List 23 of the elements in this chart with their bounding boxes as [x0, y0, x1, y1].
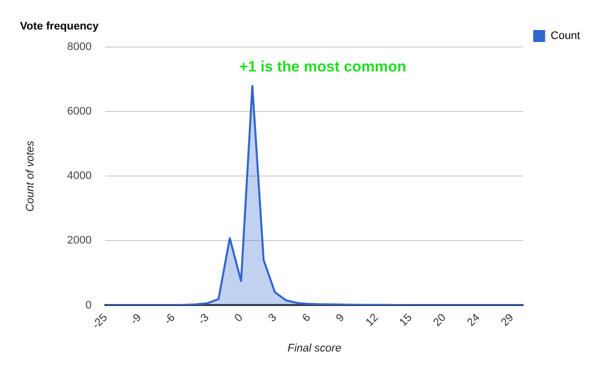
- x-tick-label: 9: [334, 312, 347, 324]
- y-tick-label: 2000: [67, 234, 92, 247]
- x-tick-label: 3: [266, 312, 280, 324]
- x-tick-label: 6: [300, 312, 314, 324]
- y-tick-label: 6000: [67, 106, 92, 118]
- y-tick-label: 0: [86, 299, 92, 312]
- x-tick-label: 29: [498, 312, 516, 329]
- x-tick-label: -9: [128, 312, 144, 328]
- chart-title: Vote frequency: [20, 20, 100, 33]
- y-tick-label: 4000: [67, 170, 92, 182]
- annotation: +1 is the most common: [239, 58, 406, 76]
- x-tick-label: 15: [397, 312, 415, 329]
- x-tick-label: -6: [162, 312, 178, 328]
- x-tick-label: -3: [196, 312, 212, 328]
- y-tick-label: 8000: [67, 41, 92, 54]
- legend-label: Count: [550, 30, 580, 42]
- x-tick-label: 24: [465, 312, 482, 329]
- x-tick-label: 0: [232, 312, 246, 324]
- x-tick-label: 12: [364, 312, 381, 329]
- y-axis-title: Count of votes: [24, 140, 37, 212]
- x-tick-label: 20: [431, 312, 448, 329]
- x-axis-title: Final score: [288, 342, 342, 354]
- x-tick-label: -25: [90, 312, 110, 332]
